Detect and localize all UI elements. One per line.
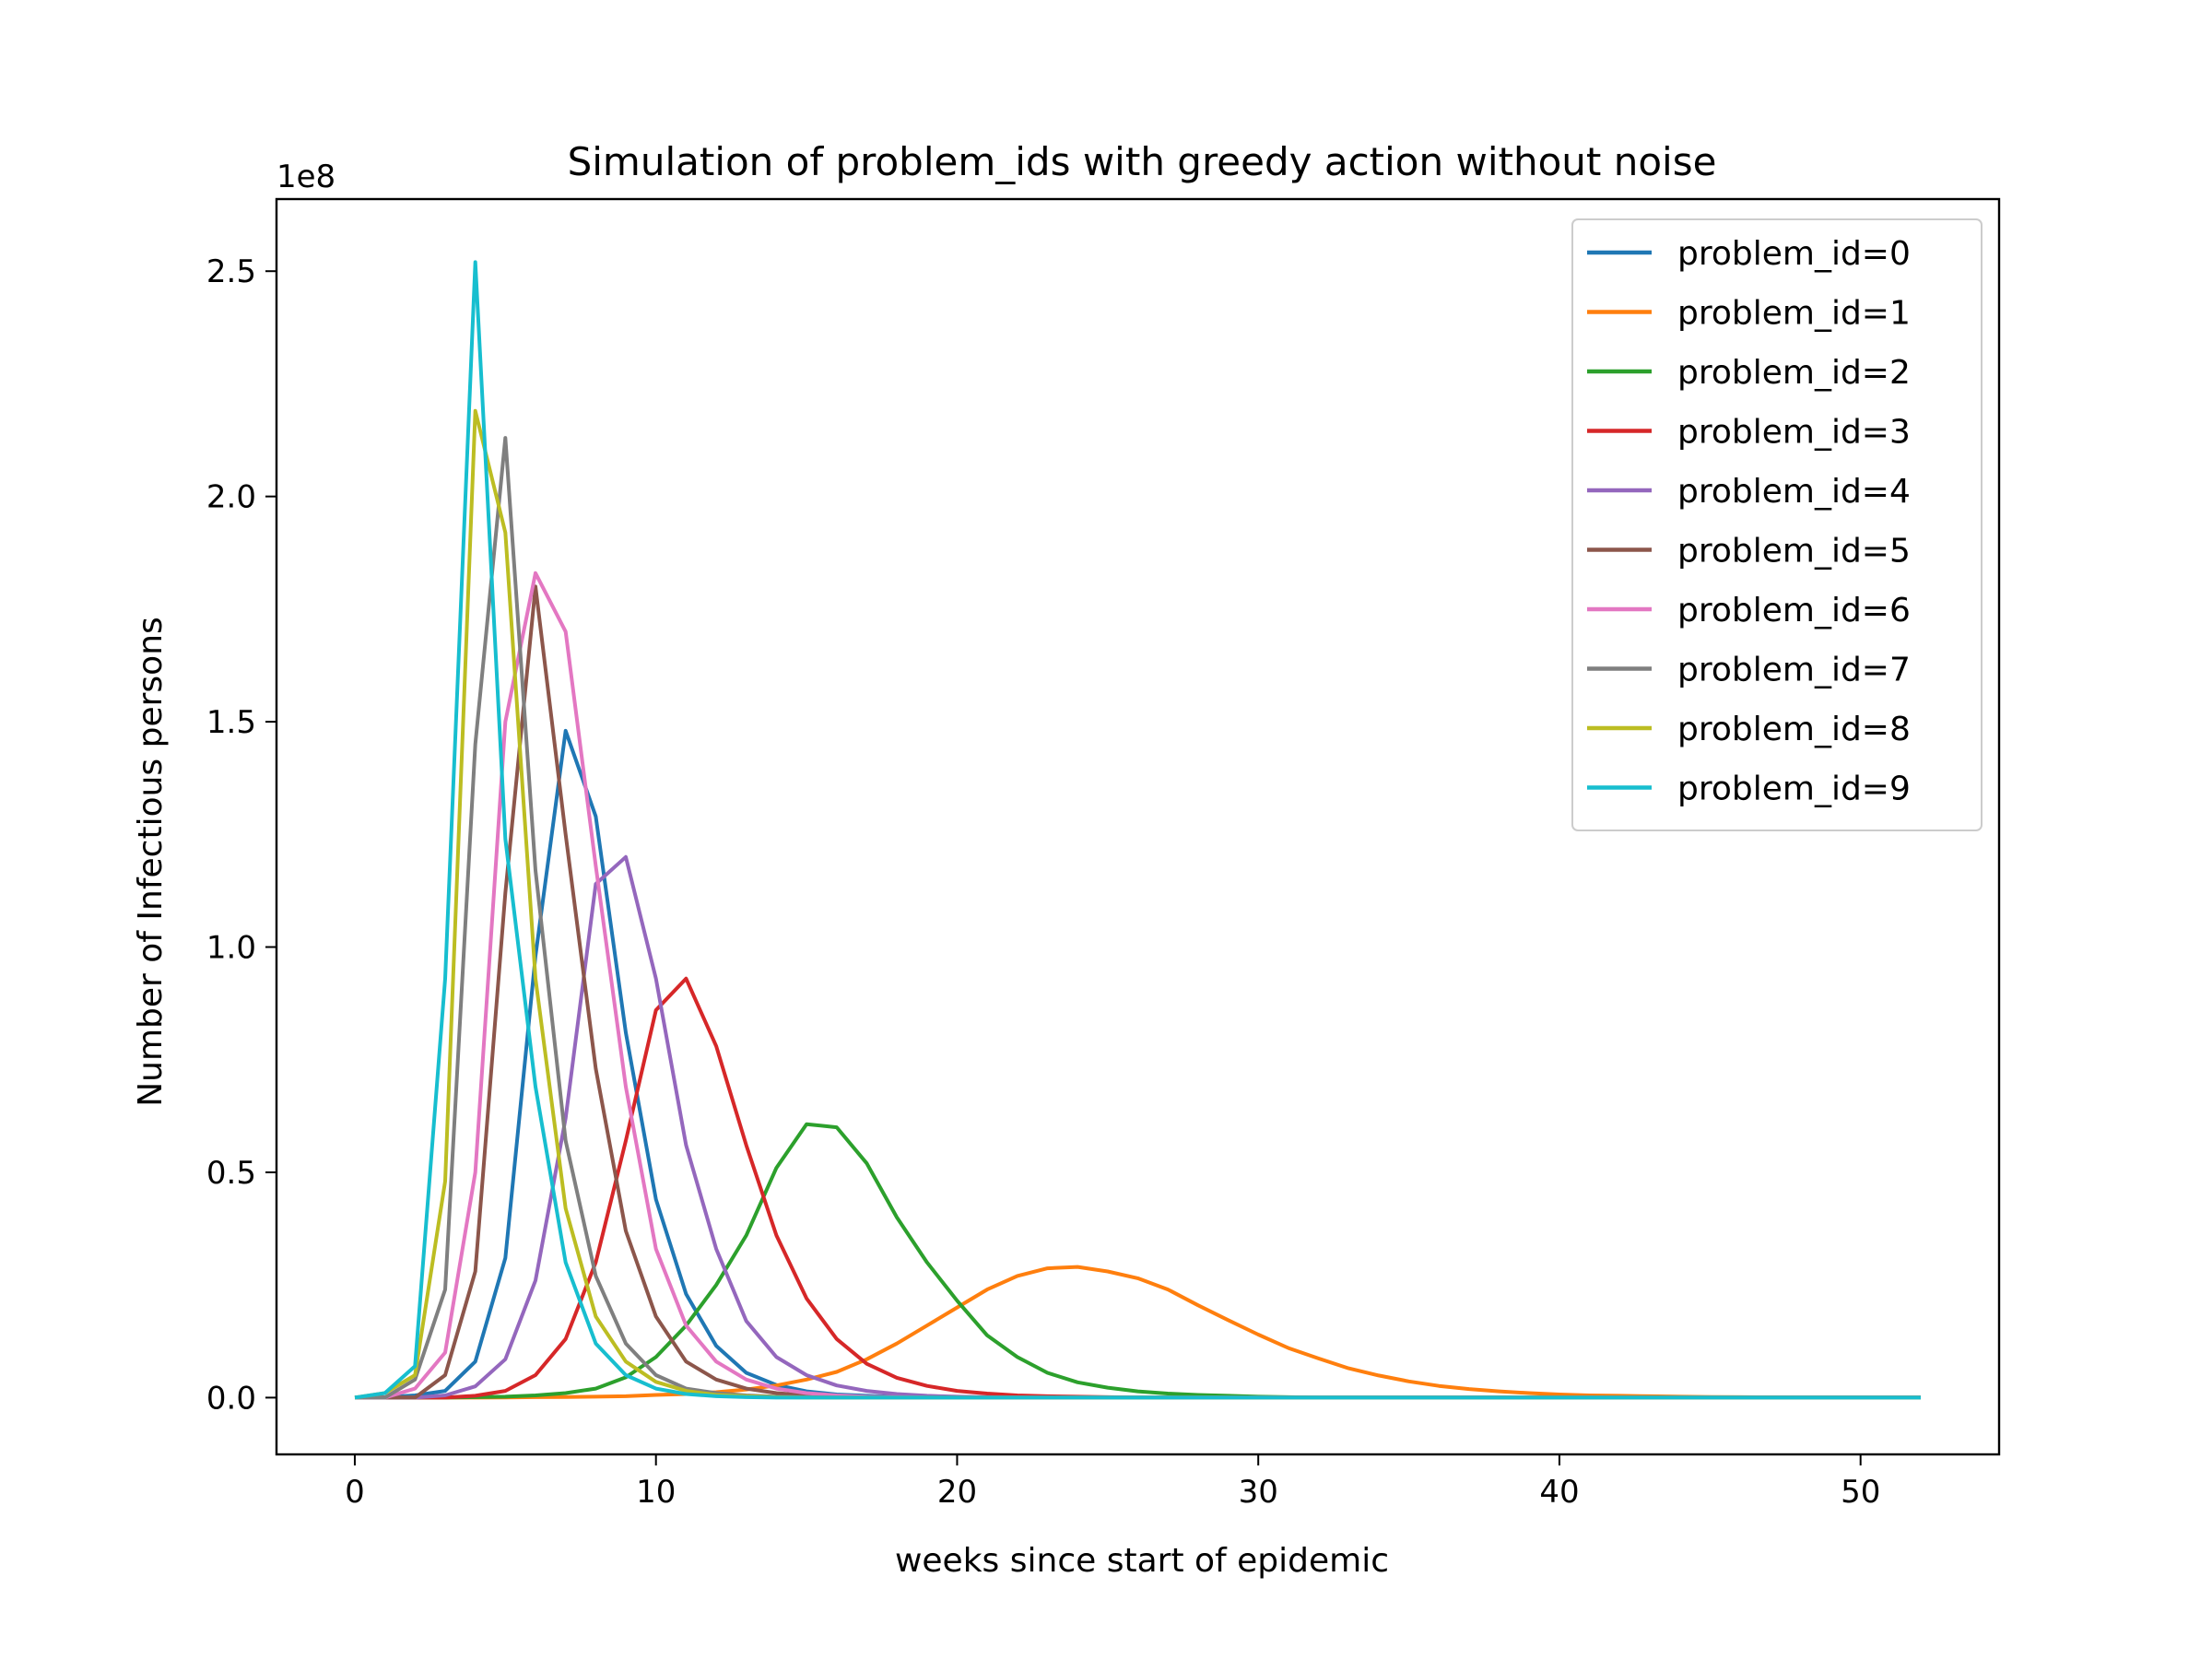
legend-entry-label: problem_id=0 <box>1677 235 1911 273</box>
legend: problem_id=0 problem_id=1 problem_id=2prob… <box>1571 218 1983 831</box>
series-line-4 <box>355 854 1921 1400</box>
plot-series <box>354 260 1921 1400</box>
x-tick-label: 0 <box>345 1474 365 1511</box>
legend-entry-label: problem_id=3 <box>1677 414 1911 452</box>
x-tick-label: 10 <box>636 1474 676 1511</box>
x-tick-label: 40 <box>1539 1474 1579 1511</box>
y-axis-ticks: 0.0 0.5 1.0 1.5 2.0 2.5 <box>206 253 276 1417</box>
series-line-2 <box>355 1122 1921 1400</box>
series-line-3 <box>355 976 1921 1400</box>
legend-box <box>1571 218 1983 831</box>
x-tick-label: 50 <box>1841 1474 1880 1511</box>
y-tick-label: 0.5 <box>206 1155 256 1192</box>
legend-entry-label: problem_id=8 <box>1677 711 1911 748</box>
x-axis-label: weeks since start of epidemic <box>895 1542 1389 1580</box>
y-tick-label: 1.5 <box>206 704 256 741</box>
legend-entry-label: problem_id=7 <box>1677 652 1911 689</box>
legend-entry-label: problem_id=5 <box>1677 533 1911 571</box>
series-line-9 <box>354 260 1921 1400</box>
y-axis-label: Number of Infectious persons <box>132 617 170 1107</box>
legend-entry-label: problem_id=6 <box>1677 592 1911 629</box>
legend-entry-label: problem_id=1 <box>1677 295 1911 333</box>
legend-entry-label: problem_id=2 <box>1677 354 1911 392</box>
y-tick-label: 2.5 <box>206 253 256 290</box>
chart-title: Simulation of problem_ids with greedy ac… <box>568 139 1717 184</box>
x-tick-label: 30 <box>1239 1474 1278 1511</box>
y-axis-offset-label: 1e8 <box>276 159 335 195</box>
legend-entry-label: problem_id=4 <box>1677 473 1911 511</box>
y-tick-label: 1.0 <box>206 930 256 967</box>
x-tick-label: 20 <box>937 1474 977 1511</box>
y-tick-label: 2.0 <box>206 479 256 516</box>
y-tick-label: 0.0 <box>206 1380 256 1417</box>
legend-entry-label: problem_id=9 <box>1677 771 1911 808</box>
x-axis-ticks: 0 10 20 30 40 50 <box>345 1454 1880 1511</box>
plot-frame <box>275 197 2001 1456</box>
